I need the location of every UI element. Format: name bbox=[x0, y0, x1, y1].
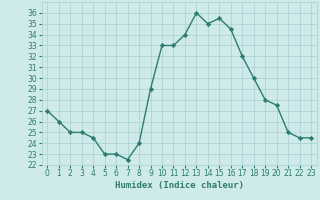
X-axis label: Humidex (Indice chaleur): Humidex (Indice chaleur) bbox=[115, 181, 244, 190]
